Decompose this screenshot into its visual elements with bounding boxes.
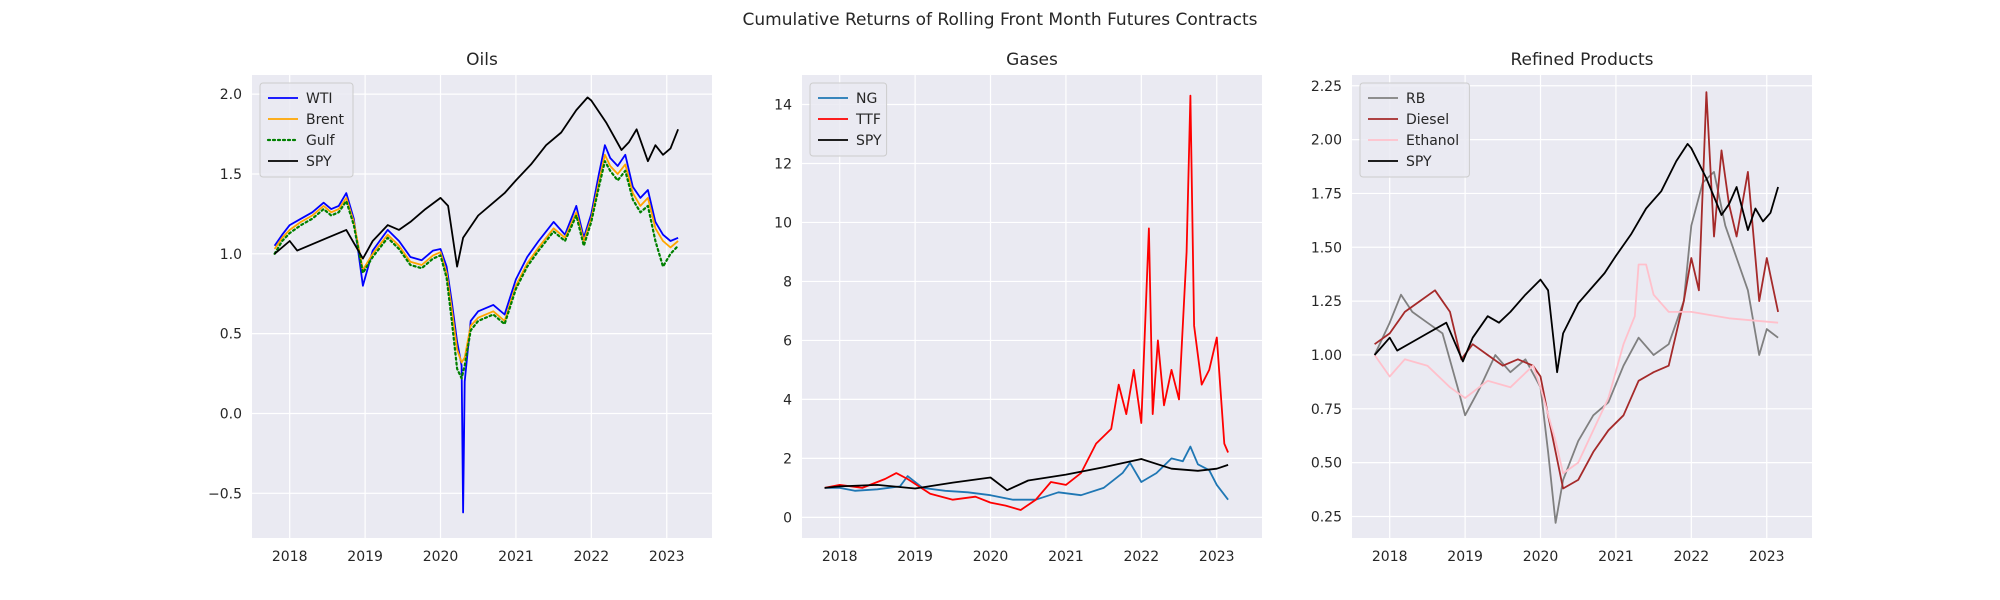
series-line-spy (824, 458, 1229, 492)
panel-refined-products: 2018 2019 2020 2021 2022 2023 0.25 0.50 0.75 1.00… (1311, 50, 1812, 565)
legend-frame (1359, 82, 1470, 178)
legend-label-ttf: TTF (855, 112, 881, 128)
y-tick-label-0-75: 0.75 (1311, 402, 1342, 418)
panel-oils: 2018 2019 2020 2021 2022 2023 −0.5 0.0 0.5 1.0 1.5… (208, 50, 712, 565)
panel-title: Gases (1006, 50, 1058, 70)
legend-frame (809, 82, 888, 157)
x-tick-label-2023: 2023 (649, 549, 685, 565)
x-tick-label-2022: 2022 (1674, 549, 1710, 565)
x-tick-label-2020: 2020 (1523, 549, 1559, 565)
series-lines (824, 94, 1229, 511)
x-tick-label-2018: 2018 (1372, 549, 1408, 565)
x-tick-label-2023: 2023 (1749, 549, 1785, 565)
legend-label-spy: SPY (856, 133, 882, 149)
y-tick-label-2-25: 2.25 (1311, 79, 1342, 95)
legend-label-ethanol: Ethanol (1406, 133, 1459, 149)
y-tick-label-1-00: 1.00 (1311, 348, 1342, 364)
series-lines (273, 96, 680, 514)
series-line-spy (1373, 142, 1779, 374)
y-tick-label-6: 6 (783, 333, 792, 349)
legend-label-ng: NG (856, 91, 877, 107)
y-tick-label-1-5: 1.5 (220, 167, 242, 183)
y-tick-label-12: 12 (774, 156, 792, 172)
legend-label-rb: RB (1406, 91, 1425, 107)
y-tick-label-8: 8 (783, 274, 792, 290)
series-line-ng (824, 445, 1229, 501)
gridlines (1352, 75, 1812, 538)
y-tick-label-2-00: 2.00 (1311, 133, 1342, 149)
y-tick-label-1-25: 1.25 (1311, 294, 1342, 310)
x-tick-label-2019: 2019 (897, 549, 933, 565)
series-line-rb (1373, 170, 1779, 524)
x-tick-label-2019: 2019 (1447, 549, 1483, 565)
x-tick-label-2021: 2021 (498, 549, 534, 565)
y-tick-label-0-50: 0.50 (1311, 456, 1342, 472)
x-tick-label-2022: 2022 (574, 549, 610, 565)
legend-frame (259, 82, 354, 178)
y-tick-label-0: 0 (783, 510, 792, 526)
x-tick-label-2018: 2018 (272, 549, 308, 565)
panel-title: Refined Products (1510, 50, 1653, 70)
y-tick-label-4: 4 (783, 392, 792, 408)
series-line-brent (273, 153, 679, 364)
legend-label-diesel: Diesel (1406, 112, 1449, 128)
y-tick-label-0-0: 0.0 (220, 406, 242, 422)
x-tick-label-2022: 2022 (1124, 549, 1160, 565)
y-tick-label-2-0: 2.0 (220, 87, 242, 103)
y-tick-label-2: 2 (783, 451, 792, 467)
series-lines (1373, 91, 1779, 524)
legend-label-spy: SPY (306, 154, 332, 170)
legend: WTI Brent Gulf SPY (259, 82, 354, 178)
series-line-ethanol (1373, 263, 1779, 475)
y-tick-label-14: 14 (774, 97, 792, 113)
x-tick-label-2020: 2020 (973, 549, 1009, 565)
y-tick-label-0-5: 0.5 (220, 327, 242, 343)
legend: RB Diesel Ethanol SPY (1359, 82, 1470, 178)
series-line-ttf (824, 94, 1229, 511)
panel-title: Oils (466, 50, 498, 70)
series-line-gulf (273, 160, 680, 380)
legend-label-wti: WTI (306, 91, 333, 107)
x-tick-label-2023: 2023 (1199, 549, 1235, 565)
y-tick-label-0-5: −0.5 (208, 486, 242, 502)
x-tick-label-2018: 2018 (822, 549, 858, 565)
x-tick-label-2021: 2021 (1598, 549, 1634, 565)
series-line-diesel (1374, 91, 1779, 490)
legend: NG TTF SPY (809, 82, 888, 157)
panel-gases: 2018 2019 2020 2021 2022 2023 0 2 4 6 8 10 12 14 Gases… (774, 50, 1262, 565)
y-tick-label-1-50: 1.50 (1311, 240, 1342, 256)
legend-label-spy: SPY (1406, 154, 1432, 170)
y-tick-label-1-75: 1.75 (1311, 186, 1342, 202)
x-tick-label-2019: 2019 (347, 549, 383, 565)
y-tick-label-0-25: 0.25 (1311, 509, 1342, 525)
gridlines (252, 75, 712, 538)
x-tick-label-2021: 2021 (1048, 549, 1084, 565)
figure-title: Cumulative Returns of Rolling Front Mont… (743, 10, 1258, 30)
y-tick-label-10: 10 (774, 215, 792, 231)
legend-label-brent: Brent (306, 112, 345, 128)
y-tick-label-1-0: 1.0 (220, 247, 242, 263)
series-line-spy (274, 96, 679, 268)
x-tick-label-2020: 2020 (423, 549, 459, 565)
legend-label-gulf: Gulf (306, 133, 336, 149)
